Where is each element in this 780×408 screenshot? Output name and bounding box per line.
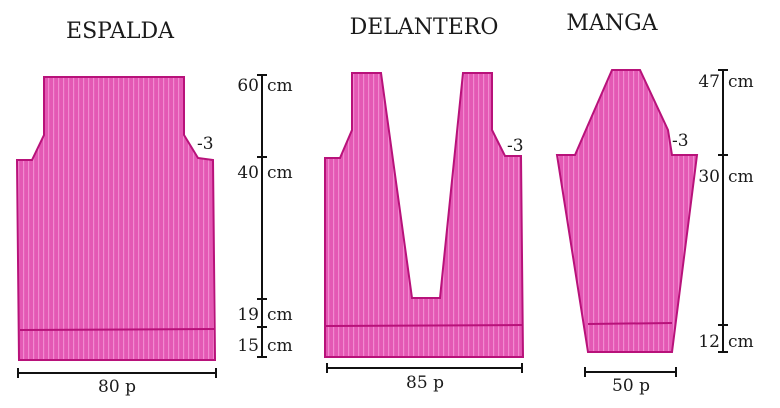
unit-label: cm [267,305,293,325]
unit-label: cm [267,163,293,183]
espalda-height-19: 19 [237,305,259,325]
espalda-height-15: 15 [237,336,259,356]
delantero-shape [324,72,525,358]
delantero-width: 85 p [406,373,444,393]
unit-label: cm [267,76,293,96]
manga-title: MANGA [566,11,658,36]
espalda-height-scale [257,74,267,358]
unit-label: cm [728,72,754,92]
unit-label: cm [267,336,293,356]
espalda-title: ESPALDA [66,19,175,44]
manga-height-47: 47 [698,72,720,92]
espalda-width: 80 p [98,377,136,397]
unit-label: cm [728,167,754,187]
espalda-shape [15,76,217,361]
manga-height-12: 12 [698,332,720,352]
manga-height-30: 30 [698,167,720,187]
unit-label: cm [728,332,754,352]
manga-rib-line [587,322,673,325]
manga-shape [555,69,699,353]
manga-height-scale [718,69,728,353]
espalda-decrease: -3 [197,134,214,154]
espalda-height-40: 40 [237,163,259,183]
manga-width: 50 p [612,376,650,396]
espalda-rib-line [19,328,215,331]
manga-decrease: -3 [672,131,689,151]
delantero-rib-line [325,324,523,327]
delantero-decrease: -3 [507,136,524,156]
espalda-height-60: 60 [237,76,259,96]
delantero-title: DELANTERO [350,15,499,40]
